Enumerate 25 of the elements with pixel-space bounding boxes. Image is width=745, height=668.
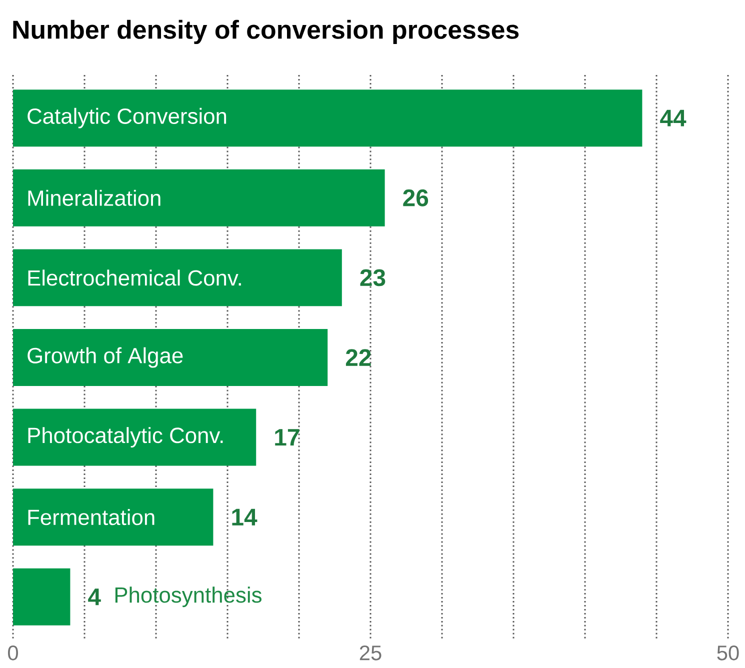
- chart-title: Number density of conversion processes: [13, 20, 519, 44]
- y-tick-label: Growth of Algae: [28, 347, 183, 368]
- y-tick-label: Electrochemical Conv.: [28, 270, 241, 286]
- y-tick-label: Mineralization: [28, 190, 160, 206]
- x-tick-label: 50: [717, 646, 739, 660]
- data-label: 23: [360, 269, 386, 286]
- bar: [13, 329, 328, 386]
- bar: [13, 568, 70, 626]
- x-tick-label: 0: [8, 646, 18, 660]
- data-label: 14: [232, 508, 258, 526]
- y-tick-label: Catalytic Conversion: [28, 108, 226, 128]
- y-tick-label: Fermentation: [28, 509, 154, 526]
- data-label: 44: [660, 110, 686, 126]
- bar: [13, 90, 642, 147]
- bar: [13, 408, 256, 466]
- bar: [13, 249, 342, 306]
- bar: [13, 488, 214, 546]
- data-label: 4: [88, 588, 101, 606]
- y-tick-label: Photosynthesis: [115, 586, 262, 608]
- bar: [13, 169, 385, 226]
- data-label: 26: [403, 189, 428, 206]
- data-label: 17: [275, 429, 300, 446]
- y-tick-label: Photocatalytic Conv.: [28, 427, 223, 448]
- data-label: 22: [346, 349, 371, 366]
- x-tick-label: 25: [360, 646, 382, 660]
